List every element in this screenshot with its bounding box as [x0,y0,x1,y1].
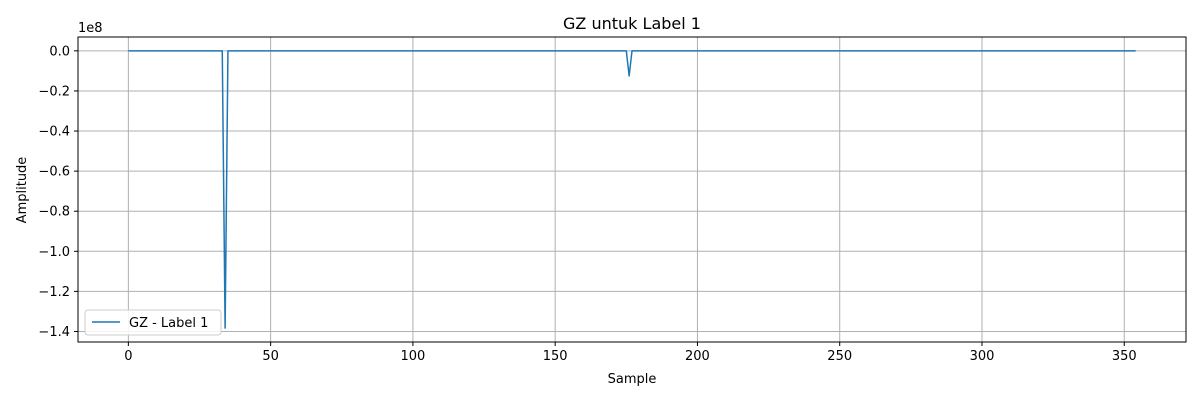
x-tick-label: 350 [1112,349,1137,364]
x-tick-label: 100 [400,349,425,364]
y-tick-label: −1.0 [38,245,70,260]
chart-title: GZ untuk Label 1 [563,14,701,33]
plot-frame [77,36,1187,343]
x-tick-label: 150 [543,349,568,364]
series-layer [128,50,1136,329]
x-axis-label: Sample [608,372,657,387]
legend-label: GZ - Label 1 [129,316,208,331]
series-line [128,50,1136,329]
x-tick-label: 250 [827,349,852,364]
y-offset-label: 1e8 [78,21,103,36]
y-tick-label: −0.8 [38,205,70,220]
x-axis: 0 50 100 150 200 250 300 350 [124,342,1137,364]
x-tick-label: 200 [685,349,710,364]
x-tick-label: 50 [262,349,279,364]
x-tick-label: 0 [124,349,132,364]
y-tick-label: −1.4 [38,325,70,340]
y-tick-label: 0.0 [49,44,70,59]
legend: GZ - Label 1 [84,309,222,336]
grid [78,37,1186,342]
y-tick-label: −0.6 [38,165,70,180]
y-tick-label: −0.4 [38,125,70,140]
y-tick-label: −1.2 [38,285,70,300]
y-tick-label: −0.2 [38,84,70,99]
y-axis: 0.0 −0.2 −0.4 −0.6 −0.8 −1.0 −1.2 −1.4 [38,44,78,340]
y-axis-label: Amplitude [15,157,30,224]
legend-box [84,309,222,336]
x-tick-label: 300 [970,349,995,364]
